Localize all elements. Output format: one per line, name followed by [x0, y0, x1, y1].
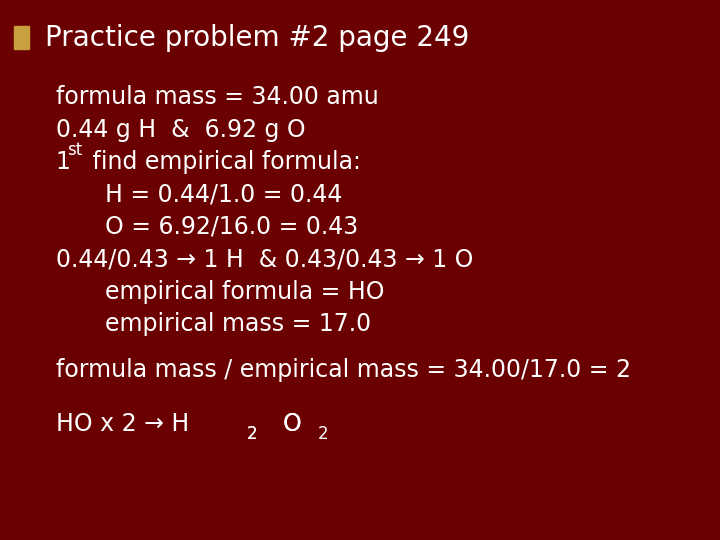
Text: 2: 2 — [246, 424, 257, 443]
Text: formula mass / empirical mass = 34.00/17.0 = 2: formula mass / empirical mass = 34.00/17… — [55, 358, 631, 382]
Text: O: O — [283, 412, 302, 436]
Text: formula mass = 34.00 amu: formula mass = 34.00 amu — [55, 85, 379, 109]
Text: HO x 2 → H: HO x 2 → H — [55, 412, 189, 436]
Text: H = 0.44/1.0 = 0.44: H = 0.44/1.0 = 0.44 — [105, 183, 342, 206]
Text: O: O — [283, 412, 302, 436]
Text: 0.44 g H  &  6.92 g O: 0.44 g H & 6.92 g O — [55, 118, 305, 141]
Text: O = 6.92/16.0 = 0.43: O = 6.92/16.0 = 0.43 — [105, 215, 358, 239]
Bar — [14, 26, 29, 49]
Text: 2: 2 — [246, 424, 257, 443]
Text: empirical mass = 17.0: empirical mass = 17.0 — [105, 312, 371, 336]
Text: st: st — [68, 141, 83, 159]
Text: empirical formula = HO: empirical formula = HO — [105, 280, 384, 303]
Text: find empirical formula:: find empirical formula: — [85, 150, 361, 174]
Text: 2: 2 — [318, 424, 328, 443]
Text: 0.44/0.43 → 1 H  & 0.43/0.43 → 1 O: 0.44/0.43 → 1 H & 0.43/0.43 → 1 O — [55, 247, 473, 271]
Text: Practice problem #2 page 249: Practice problem #2 page 249 — [45, 24, 469, 52]
Text: 1: 1 — [55, 150, 71, 174]
